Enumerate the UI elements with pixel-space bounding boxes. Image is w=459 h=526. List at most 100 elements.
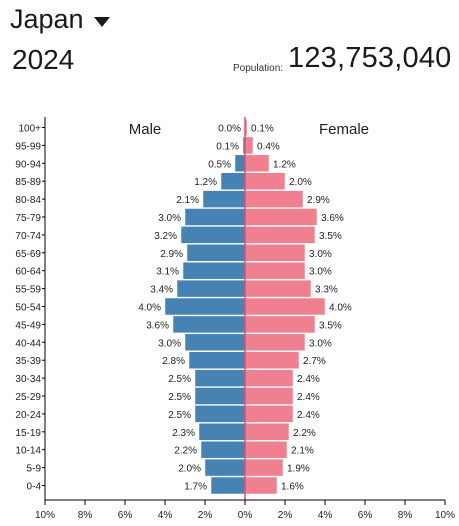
female-value-label: 0.1%	[251, 124, 274, 135]
male-bar	[198, 423, 246, 441]
male-value-label: 2.1%	[176, 195, 199, 206]
male-bar	[202, 190, 246, 208]
female-bar	[244, 136, 254, 155]
age-group-label: 45-49	[15, 320, 41, 331]
female-bar	[244, 369, 294, 387]
male-title: Male	[129, 121, 162, 138]
female-value-label: 4.0%	[329, 303, 352, 314]
age-group-label: 70-74	[15, 231, 41, 242]
female-title: Female	[319, 121, 369, 138]
population-value: 123,753,040	[288, 42, 452, 74]
age-group-label: 55-59	[15, 285, 41, 296]
female-value-label: 2.4%	[297, 392, 320, 403]
axes-group: 0-4 5-9 10-14 15-19 20-24 25-29 30-34 35-39 40-4…	[15, 117, 455, 521]
female-bar	[244, 297, 326, 316]
male-value-label: 2.5%	[168, 374, 191, 385]
age-group-label: 50-54	[15, 303, 41, 314]
female-bar	[244, 244, 306, 262]
male-value-label: 0.1%	[216, 141, 239, 152]
x-tick-label: 2%	[278, 510, 293, 521]
female-bar	[244, 440, 288, 459]
female-value-label: 1.6%	[281, 482, 304, 493]
female-bar	[244, 315, 316, 334]
x-tick-label: 4%	[158, 510, 173, 521]
age-group-label: 100+	[18, 124, 41, 135]
male-bar	[180, 226, 246, 244]
female-bar	[244, 154, 270, 173]
x-tick-label: 6%	[358, 510, 373, 521]
female-bar	[244, 333, 306, 352]
x-tick-label: 10%	[35, 510, 55, 521]
male-value-label: 3.2%	[154, 231, 177, 242]
male-bar	[210, 476, 246, 495]
x-tick-label: 4%	[318, 510, 333, 521]
male-bar	[194, 369, 246, 387]
country-name: Japan	[10, 4, 84, 34]
female-value-label: 2.4%	[297, 410, 320, 421]
female-bar	[244, 172, 286, 190]
male-bar	[176, 279, 246, 298]
male-value-label: 3.6%	[146, 320, 169, 331]
male-bar	[204, 458, 246, 477]
male-value-label: 2.2%	[174, 446, 197, 457]
male-bar	[184, 333, 246, 352]
dropdown-triangle-icon[interactable]	[93, 16, 110, 27]
age-group-label: 60-64	[15, 267, 41, 278]
female-value-label: 3.6%	[321, 213, 344, 224]
male-value-label: 1.2%	[194, 177, 217, 188]
male-value-label: 3.0%	[158, 213, 181, 224]
male-value-label: 3.1%	[156, 267, 179, 278]
male-bar	[200, 440, 246, 459]
male-bar	[184, 208, 246, 226]
age-group-label: 15-19	[15, 428, 41, 439]
population-label: Population:	[233, 63, 284, 74]
female-bar	[244, 423, 290, 441]
female-bar	[244, 208, 318, 226]
male-bar	[234, 154, 246, 173]
country-selector[interactable]: Japan	[10, 4, 110, 35]
male-bar	[188, 351, 246, 369]
male-bar	[220, 172, 246, 190]
male-bar	[194, 387, 246, 405]
x-tick-label: 0%	[238, 510, 253, 521]
male-bar	[172, 315, 246, 334]
age-group-label: 75-79	[15, 213, 41, 224]
male-bar	[194, 405, 246, 423]
bars-group: 1.7% 1.6% 2.0% 1.9% 2.2% 2.1% 2.3% 2.2% 2.5% 2.4%…	[138, 118, 352, 495]
female-value-label: 1.9%	[287, 464, 310, 475]
female-value-label: 0.4%	[257, 141, 280, 152]
female-bar	[244, 458, 284, 477]
female-bar	[244, 351, 300, 369]
female-bar	[244, 226, 316, 244]
female-value-label: 3.0%	[309, 249, 332, 260]
age-group-label: 25-29	[15, 392, 41, 403]
female-bar	[244, 405, 294, 423]
male-value-label: 0.0%	[218, 124, 241, 135]
x-tick-label: 2%	[198, 510, 213, 521]
age-group-label: 40-44	[15, 338, 41, 349]
female-value-label: 3.0%	[309, 338, 332, 349]
female-value-label: 3.0%	[309, 267, 332, 278]
female-value-label: 3.5%	[319, 231, 342, 242]
age-group-label: 80-84	[15, 195, 41, 206]
population-pyramid-chart: Male Female 1.7% 1.6% 2.0% 1.9% 2.2% 2.1% 2.3%…	[15, 117, 455, 521]
x-tick-label: 6%	[118, 510, 133, 521]
age-group-label: 85-89	[15, 177, 41, 188]
male-value-label: 2.9%	[160, 249, 183, 260]
female-bar	[244, 387, 294, 405]
female-bar	[244, 476, 278, 495]
female-value-label: 2.0%	[289, 177, 312, 188]
male-value-label: 3.4%	[150, 285, 173, 296]
male-bar	[164, 297, 246, 316]
male-value-label: 2.5%	[168, 392, 191, 403]
female-value-label: 2.2%	[293, 428, 316, 439]
male-value-label: 4.0%	[138, 303, 161, 314]
x-tick-label: 8%	[398, 510, 413, 521]
age-group-label: 0-4	[27, 482, 42, 493]
age-group-label: 10-14	[15, 446, 41, 457]
male-bar	[182, 261, 246, 280]
female-bar	[244, 279, 312, 298]
male-value-label: 2.3%	[172, 428, 195, 439]
male-value-label: 1.7%	[184, 482, 207, 493]
female-value-label: 3.3%	[315, 285, 338, 296]
